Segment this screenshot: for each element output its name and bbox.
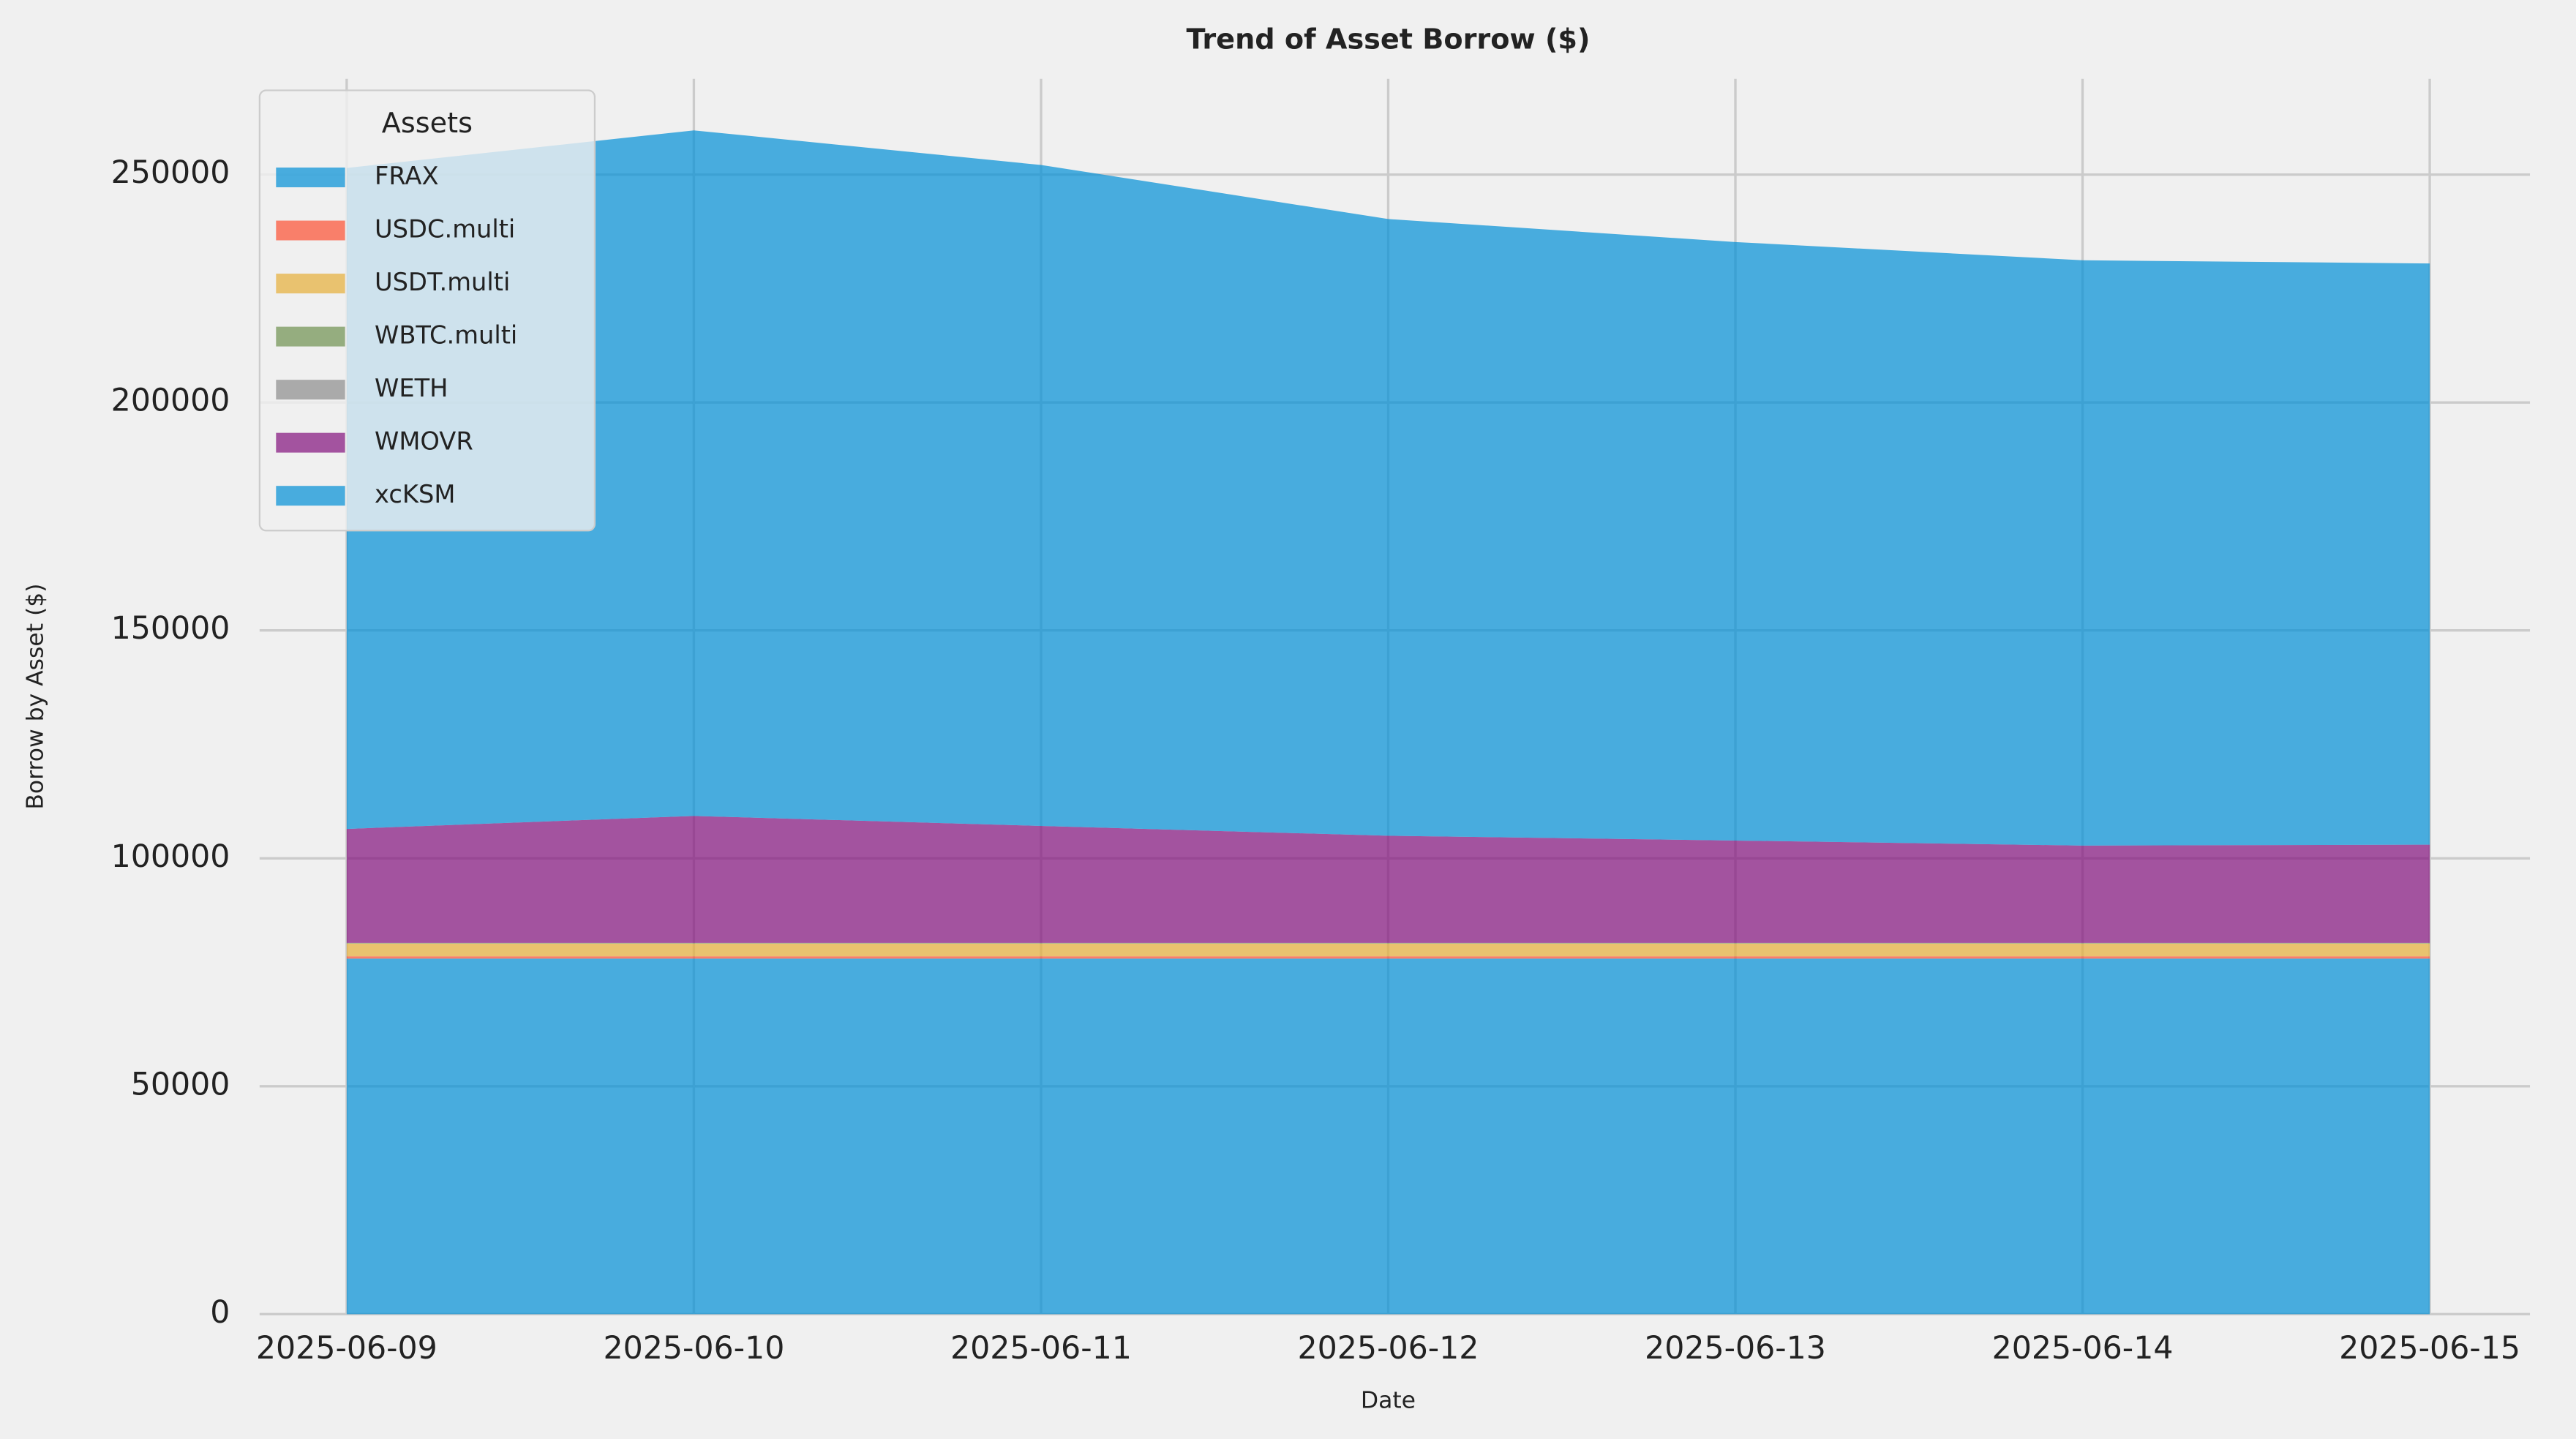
x-tick-label: 2025-06-09	[256, 1330, 438, 1367]
legend-label: WETH	[375, 374, 448, 402]
legend: Assets FRAX USDC.multi USDT.multi WBTC.mult…	[258, 89, 596, 532]
x-tick-label: 2025-06-15	[2339, 1330, 2520, 1367]
y-tick-label: 150000	[111, 610, 230, 647]
y-tick-label: 250000	[111, 154, 230, 191]
legend-label: FRAX	[375, 162, 439, 190]
legend-swatch	[276, 326, 345, 347]
legend-label: WBTC.multi	[375, 321, 517, 350]
chart-title: Trend of Asset Borrow ($)	[1187, 24, 1591, 56]
legend-swatch	[276, 168, 345, 187]
y-axis-label: Borrow by Asset ($)	[22, 583, 48, 809]
legend-swatch	[276, 432, 345, 453]
x-tick-label: 2025-06-14	[1992, 1330, 2174, 1367]
legend-label: USDT.multi	[375, 268, 510, 296]
legend-swatch	[276, 220, 345, 241]
area	[346, 943, 2430, 957]
legend-label: WMOVR	[375, 427, 473, 456]
x-tick-label: 2025-06-12	[1298, 1330, 1479, 1367]
legend-swatch	[276, 380, 345, 400]
y-tick-label: 100000	[111, 838, 230, 875]
x-axis-label: Date	[1361, 1387, 1416, 1413]
x-tick-label: 2025-06-10	[603, 1330, 784, 1367]
y-tick-label: 50000	[131, 1066, 230, 1102]
legend-label: xcKSM	[375, 480, 455, 508]
area	[346, 816, 2430, 943]
legend-label: USDC.multi	[375, 215, 515, 244]
legend-title: Assets	[382, 108, 473, 140]
area	[346, 956, 2430, 959]
axes: 0 50000 100000 150000 200000 250000 2025-06-09…	[111, 154, 2520, 1367]
legend-swatch	[276, 274, 345, 294]
y-tick-label: 0	[210, 1294, 230, 1331]
legend-swatch	[276, 486, 345, 506]
area	[346, 943, 2430, 944]
area	[346, 958, 2430, 1315]
legend-box	[258, 89, 596, 532]
y-tick-label: 200000	[111, 383, 230, 419]
x-tick-label: 2025-06-11	[950, 1330, 1132, 1367]
x-tick-label: 2025-06-13	[1645, 1330, 1826, 1367]
area	[346, 130, 2430, 846]
areas	[346, 130, 2430, 1315]
